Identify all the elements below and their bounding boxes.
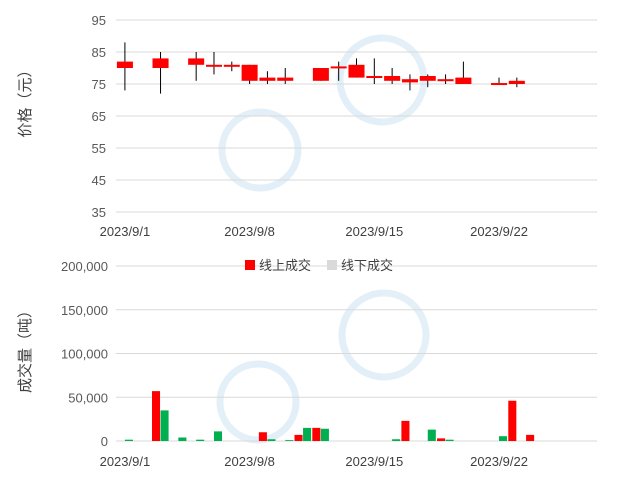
price-candle-body <box>241 64 258 81</box>
volume-bar-offline <box>160 410 169 441</box>
volume-x-ticks: 2023/9/1 2023/9/8 2023/9/15 2023/9/22 <box>100 454 528 469</box>
price-y-tick-label: 95 <box>92 13 106 28</box>
price-candle-body <box>116 61 133 68</box>
legend-swatch-online <box>245 260 255 270</box>
volume-bar-online <box>294 434 303 441</box>
price-candle-body <box>205 64 222 67</box>
price-x-ticks: 2023/9/1 2023/9/8 2023/9/15 2023/9/22 <box>100 224 528 239</box>
volume-y-axis-label: 成交量（吨） <box>16 303 34 393</box>
price-candle <box>205 52 222 75</box>
volume-bar-online <box>151 391 161 441</box>
price-y-axis-label: 价格（元） <box>17 62 34 137</box>
volume-y-ticks: 200,000 150,000 100,000 50,000 0 <box>61 259 108 449</box>
volume-bar-offline <box>124 439 133 441</box>
volume-bar-offline <box>196 439 205 441</box>
price-candle <box>277 68 294 84</box>
price-candle-body <box>384 76 401 81</box>
price-x-tick-label: 2023/9/1 <box>100 224 151 239</box>
price-candle-body <box>401 79 418 83</box>
volume-bar-offline <box>445 439 454 441</box>
price-y-tick-label: 35 <box>92 205 106 220</box>
price-candle <box>223 61 240 72</box>
price-candle-body <box>508 80 525 84</box>
price-candle-body <box>259 77 276 81</box>
price-y-tick-label: 85 <box>92 45 106 60</box>
volume-x-tick-label: 2023/9/22 <box>470 454 528 469</box>
volume-bar-online <box>312 427 321 441</box>
volume-x-tick-label: 2023/9/15 <box>345 454 403 469</box>
price-y-ticks: 95 85 75 65 55 45 35 <box>92 13 106 220</box>
price-candles <box>116 42 525 94</box>
price-y-tick-label: 55 <box>92 141 106 156</box>
price-candle-body <box>491 83 508 86</box>
price-candle <box>348 58 365 78</box>
volume-bar-online <box>508 400 517 441</box>
price-candle-body <box>223 64 240 67</box>
volume-legend: 线上成交 线下成交 <box>245 258 393 273</box>
price-candle <box>312 68 329 81</box>
price-y-tick-label: 65 <box>92 109 106 124</box>
price-x-tick-label: 2023/9/15 <box>345 224 403 239</box>
volume-y-tick-label: 200,000 <box>61 259 108 274</box>
volume-y-tick-label: 150,000 <box>61 303 108 318</box>
volume-bar-offline <box>213 431 223 441</box>
volume-bar-online <box>401 420 410 441</box>
price-candle-body <box>437 79 454 82</box>
volume-bar-offline <box>320 428 329 441</box>
legend-label-offline: 线下成交 <box>341 258 393 273</box>
volume-bar-online <box>437 438 446 441</box>
volume-x-tick-label: 2023/9/1 <box>100 454 151 469</box>
volume-y-tick-label: 100,000 <box>61 347 108 362</box>
price-candle <box>384 68 401 84</box>
price-y-tick-label: 75 <box>92 77 106 92</box>
price-candle <box>491 77 508 86</box>
price-candle <box>188 52 205 81</box>
price-candle-body <box>419 76 436 81</box>
volume-gridlines <box>116 265 597 442</box>
price-candle <box>419 74 436 88</box>
volume-bar-offline <box>427 429 436 441</box>
price-candle <box>401 74 418 91</box>
price-candle-body <box>312 68 329 81</box>
volume-y-tick-label: 50,000 <box>68 390 108 405</box>
price-x-tick-label: 2023/9/22 <box>470 224 528 239</box>
price-candle-body <box>330 66 347 69</box>
price-candle <box>116 42 133 91</box>
volume-bar-offline <box>392 439 401 441</box>
volume-bar-online <box>526 434 535 441</box>
volume-bars <box>124 391 535 441</box>
price-x-tick-label: 2023/9/8 <box>224 224 275 239</box>
volume-bar-offline <box>178 437 187 441</box>
price-candle-body <box>188 58 205 65</box>
price-candle <box>152 52 169 94</box>
volume-bar-offline <box>499 436 508 441</box>
legend-swatch-offline <box>327 260 337 270</box>
price-candle-body <box>455 77 472 84</box>
price-candle <box>330 61 347 81</box>
volume-bar-offline <box>285 440 294 441</box>
price-candle-body <box>366 76 383 78</box>
legend-label-online: 线上成交 <box>259 258 311 273</box>
price-y-tick-label: 45 <box>92 173 106 188</box>
price-candle <box>241 64 258 84</box>
watermark-logo-top <box>218 34 428 192</box>
price-candle <box>259 71 276 84</box>
watermark-logo-bottom <box>216 289 430 444</box>
volume-x-tick-label: 2023/9/8 <box>224 454 275 469</box>
price-candle <box>366 58 383 84</box>
price-candle-body <box>277 77 294 81</box>
volume-bar-offline <box>267 439 276 441</box>
volume-y-tick-label: 0 <box>101 434 108 449</box>
price-candle <box>437 74 454 84</box>
price-candle-body <box>348 64 365 78</box>
price-candle <box>508 77 525 88</box>
price-candle <box>455 61 472 84</box>
volume-bar-offline <box>303 427 312 441</box>
price-candle-body <box>152 58 169 68</box>
volume-bar-online <box>258 432 267 441</box>
